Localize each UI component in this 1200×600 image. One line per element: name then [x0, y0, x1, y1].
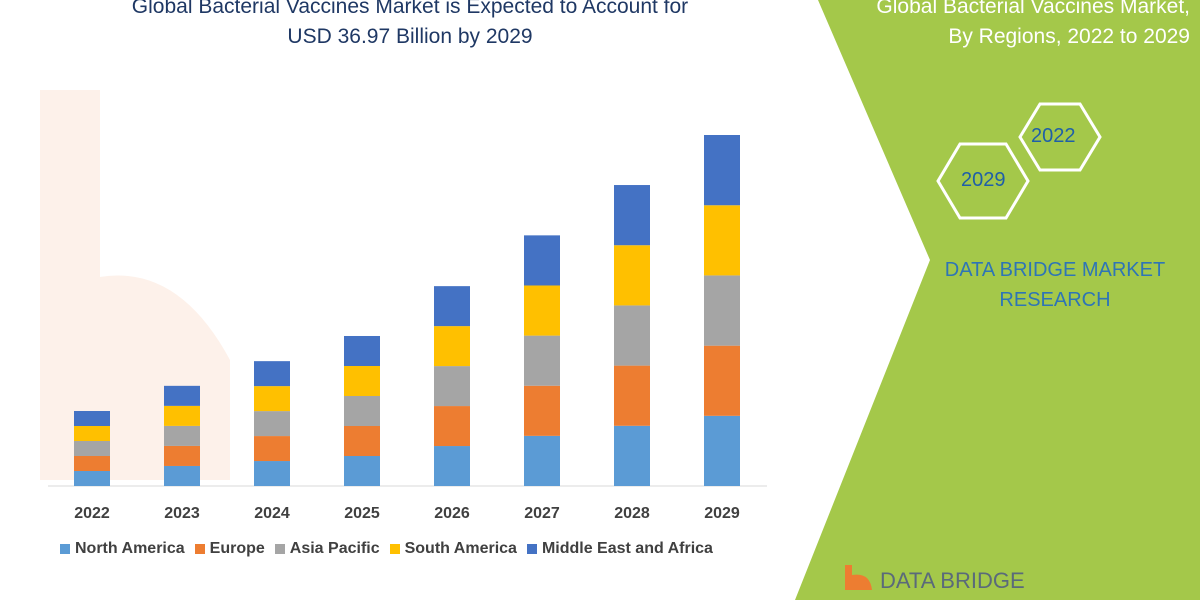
bar-2029-europe [704, 345, 740, 416]
bar-2026-asia-pacific [434, 366, 470, 407]
bar-2024-south-america [254, 386, 290, 412]
hex-label-2029: 2029 [961, 169, 1006, 191]
bar-2027-south-america [524, 285, 560, 336]
legend-label: Europe [209, 540, 265, 557]
x-tick-label: 2027 [524, 505, 560, 522]
bar-2022-europe [74, 455, 110, 471]
bar-2027-europe [524, 385, 560, 436]
legend-swatch [194, 544, 205, 554]
title-line-2: USD 36.97 Billion by 2029 [287, 25, 533, 48]
side-title-line-1: Global Bacterial Vaccines Market, [876, 0, 1190, 18]
x-tick-label: 2026 [434, 505, 470, 522]
bar-2027-north-america [524, 435, 560, 486]
x-tick-label: 2023 [164, 505, 200, 522]
legend-label: Middle East and Africa [541, 540, 713, 557]
hexagon-2029 [936, 142, 1030, 220]
brand-line-2: RESEARCH [999, 289, 1111, 311]
x-tick-label: 2029 [704, 505, 740, 522]
legend-item: Asia Pacific [274, 540, 380, 558]
bar-2029-south-america [704, 205, 740, 276]
legend-label: Asia Pacific [289, 540, 380, 557]
legend-item: Middle East and Africa [526, 540, 713, 558]
legend-swatch [526, 544, 537, 554]
x-tick-label: 2028 [614, 505, 650, 522]
bar-2024-europe [254, 436, 290, 462]
bar-2029-middle-east-and-africa [704, 135, 740, 206]
bar-2024-middle-east-and-africa [254, 361, 290, 387]
side-panel [795, 0, 1200, 600]
bar-2022-south-america [74, 425, 110, 441]
legend-item: South America [389, 540, 517, 558]
bar-2023-europe [164, 445, 200, 466]
hexagon-2022 [1018, 102, 1102, 172]
bar-2028-europe [614, 365, 650, 426]
side-title-line-2: By Regions, 2022 to 2029 [948, 25, 1190, 48]
brand-line-1: DATA BRIDGE MARKET [944, 259, 1166, 281]
legend-swatch [60, 544, 70, 554]
bar-2028-asia-pacific [614, 305, 650, 366]
bar-2026-north-america [434, 446, 470, 486]
bar-2025-europe [344, 425, 380, 456]
bar-2029-asia-pacific [704, 275, 740, 346]
bar-2026-south-america [434, 326, 470, 367]
x-tick-label: 2024 [254, 505, 290, 522]
bar-2027-asia-pacific [524, 335, 560, 386]
bar-2023-middle-east-and-africa [164, 385, 200, 406]
bar-2023-south-america [164, 405, 200, 426]
bar-2022-north-america [74, 470, 110, 486]
bar-2029-north-america [704, 415, 740, 486]
bar-2024-north-america [254, 461, 290, 486]
bar-2026-middle-east-and-africa [434, 286, 470, 327]
legend-item: Europe [194, 540, 265, 558]
x-tick-label: 2025 [344, 505, 380, 522]
bar-2025-north-america [344, 455, 380, 486]
chart-title: Global Bacterial Vaccines Market is Expe… [80, 0, 740, 52]
bar-2026-europe [434, 406, 470, 447]
title-line-1: Global Bacterial Vaccines Market is Expe… [131, 0, 689, 18]
bar-2028-north-america [614, 425, 650, 486]
bar-2025-middle-east-and-africa [344, 335, 380, 366]
bar-2028-south-america [614, 245, 650, 306]
bar-2022-middle-east-and-africa [74, 410, 110, 426]
brand-text: DATA BRIDGE MARKET RESEARCH [920, 255, 1190, 315]
legend-swatch [274, 544, 285, 554]
bar-2022-asia-pacific [74, 440, 110, 456]
side-title: Global Bacterial Vaccines Market, By Reg… [830, 0, 1190, 52]
hex-label-2022: 2022 [1031, 125, 1076, 147]
bar-2023-asia-pacific [164, 425, 200, 446]
legend-label: South America [404, 540, 517, 557]
logo-icon [845, 565, 872, 590]
bar-2023-north-america [164, 465, 200, 486]
legend: North America Europe Asia Pacific South Ame… [60, 540, 713, 558]
bar-2028-middle-east-and-africa [614, 185, 650, 246]
bar-2025-south-america [344, 365, 380, 396]
bar-2027-middle-east-and-africa [524, 235, 560, 286]
watermark-logo [40, 90, 230, 480]
legend-label: North America [75, 540, 185, 557]
logo-text: DATA BRIDGE [880, 568, 1025, 593]
bar-2024-asia-pacific [254, 411, 290, 437]
bar-2025-asia-pacific [344, 395, 380, 426]
legend-swatch [389, 544, 400, 554]
x-tick-label: 2022 [74, 505, 110, 522]
legend-item: North America [60, 540, 185, 558]
